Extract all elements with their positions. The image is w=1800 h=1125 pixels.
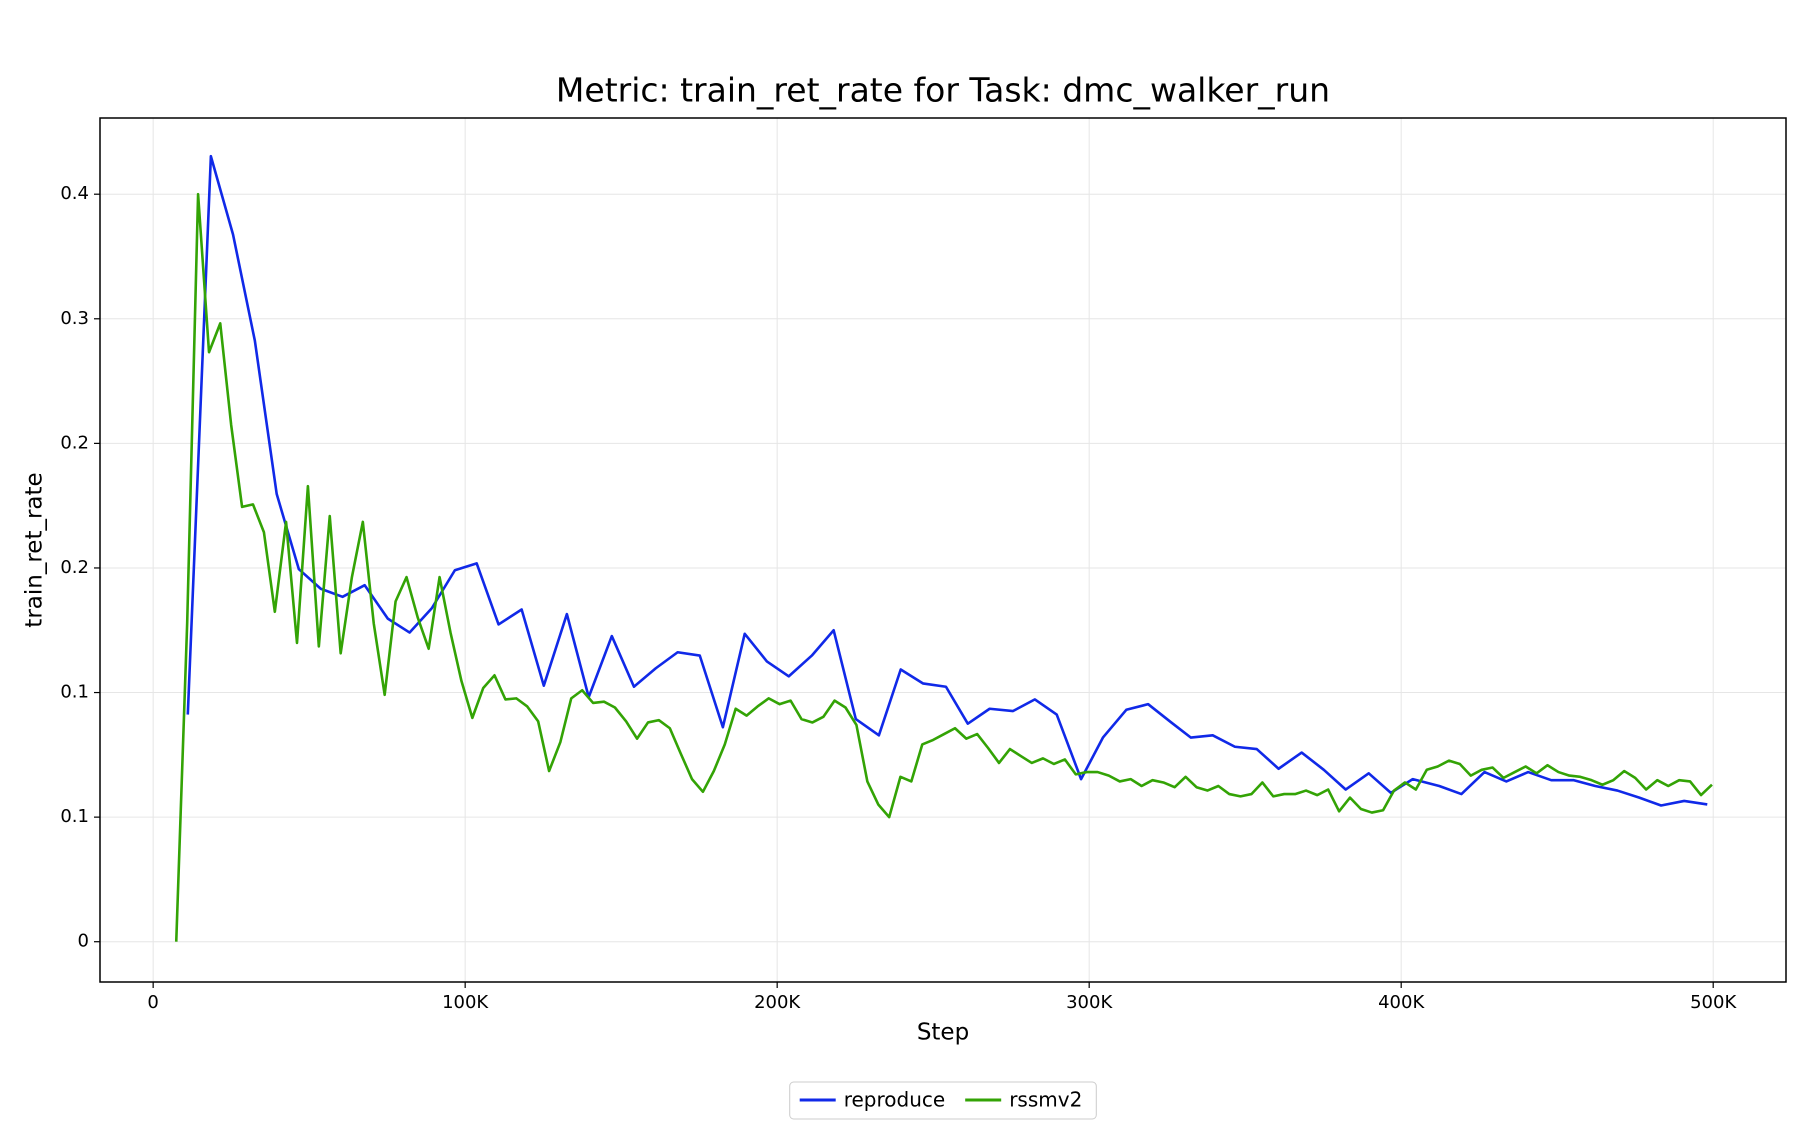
y-tick-label: 0.2 — [60, 557, 89, 578]
legend-label: rssmv2 — [1009, 1088, 1082, 1112]
y-tick-label: 0 — [78, 931, 89, 952]
y-tick-label: 0.3 — [60, 308, 89, 329]
legend-box — [789, 1081, 1097, 1120]
y-tick-label: 0.1 — [60, 682, 89, 703]
grid — [100, 118, 1786, 982]
y-tick-label: 0.4 — [60, 183, 89, 204]
x-tick-label: 400K — [1378, 992, 1425, 1013]
plot-frame — [99, 117, 1787, 983]
plot-lines — [174, 154, 1713, 942]
legend: reproduce rssmv2 — [789, 1081, 1097, 1120]
series-line — [186, 154, 1708, 807]
legend-label: reproduce — [844, 1088, 945, 1112]
x-tick-label: 500K — [1690, 992, 1737, 1013]
x-tick-label: 0 — [147, 992, 158, 1013]
ticks: 0 0.1 0.1 0.2 0.2 0.3 0.4 0 100K 200K 300K 400K 500K — [60, 183, 1737, 1013]
x-tick-label: 300K — [1066, 992, 1113, 1013]
y-tick-label: 0.2 — [60, 432, 89, 453]
chart-title: Metric: train_ret_rate for Task: dmc_wal… — [556, 71, 1330, 110]
x-axis-label: Step — [917, 1020, 969, 1046]
x-tick-label: 100K — [442, 992, 489, 1013]
series-line — [174, 192, 1713, 942]
y-tick-label: 0.1 — [60, 806, 89, 827]
y-axis-label: train_ret_rate — [22, 472, 48, 627]
x-tick-label: 200K — [754, 992, 801, 1013]
